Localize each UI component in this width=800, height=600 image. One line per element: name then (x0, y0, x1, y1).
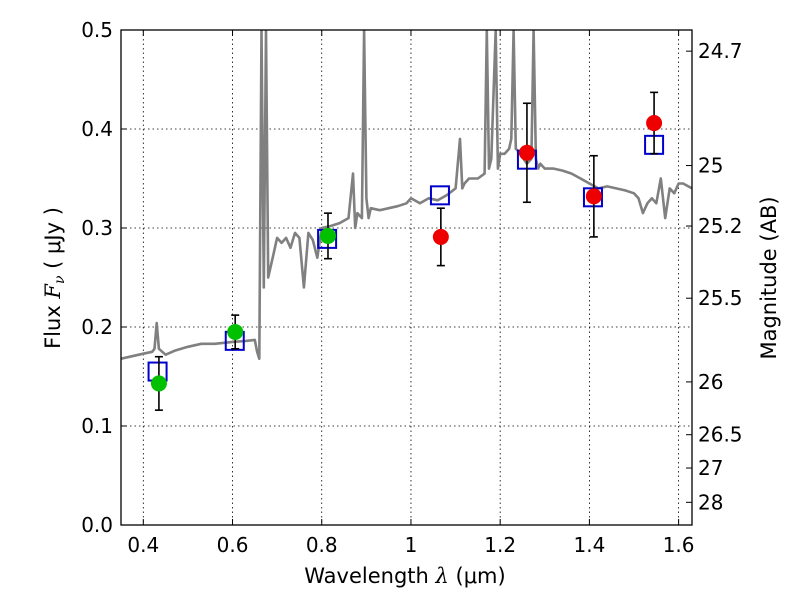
spectrum-line (121, 30, 692, 360)
magnitude-axis-label: Magnitude (AB) (757, 196, 781, 359)
x-tick-label: 1.6 (663, 533, 695, 557)
y-tick-label: 0.5 (81, 18, 113, 42)
x-tick-label: 1 (405, 533, 418, 557)
x-tick-label: 0.4 (127, 533, 159, 557)
y-axis-label: Flux Fν ( μJy ) (41, 207, 68, 349)
model-photometry-square (429, 185, 450, 206)
plot-frame (120, 29, 693, 526)
magnitude-tick-label: 26.5 (698, 423, 743, 447)
model-photometry-square (582, 187, 603, 208)
magnitude-tick-label: 27 (698, 456, 723, 480)
magnitude-tick-label: 26 (698, 370, 723, 394)
observed-photometry-point (585, 188, 602, 205)
y-tick-label: 0.1 (81, 414, 113, 438)
magnitude-tick-label: 25 (698, 154, 723, 178)
observed-photometry-point (646, 115, 663, 132)
photometry-points (147, 91, 665, 411)
observed-photometry-point (432, 228, 449, 245)
x-axis-label: Wavelength λ (μm) (304, 564, 505, 588)
observed-photometry-point (150, 375, 167, 392)
magnitude-tick-label: 25.5 (698, 286, 743, 310)
y-tick-label: 0.0 (81, 513, 113, 537)
x-tick-label: 0.6 (217, 533, 249, 557)
grid-lines (121, 29, 692, 526)
y-tick-label: 0.3 (81, 216, 113, 240)
observed-photometry-point (518, 144, 535, 161)
magnitude-tick-label: 24.7 (698, 39, 743, 63)
magnitude-tick-label: 28 (698, 490, 723, 514)
observed-photometry-point (227, 323, 244, 340)
magnitude-tick-label: 25.2 (698, 214, 743, 238)
y-tick-label: 0.4 (81, 117, 113, 141)
x-tick-label: 1.2 (484, 533, 516, 557)
x-tick-label: 1.4 (573, 533, 605, 557)
axis-ticks: 0.4 0.6 0.8 1 1.2 1.4 1.6 0.0 0.1 0.2 0.3 0.4 0.5 24.… (81, 18, 742, 557)
x-tick-label: 0.8 (306, 533, 338, 557)
model-spectrum (121, 30, 692, 360)
observed-photometry-point (319, 227, 336, 244)
y-tick-label: 0.2 (81, 315, 113, 339)
